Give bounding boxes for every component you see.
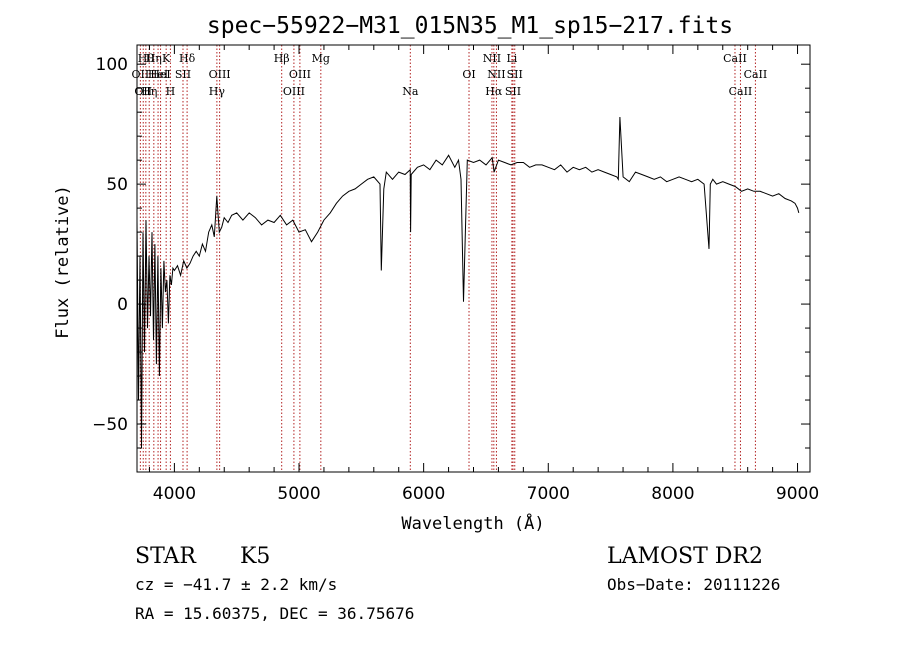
- spectral-line-markers: [139, 45, 756, 472]
- spectral-line-labels: OIIOIIHθHηHηHeIHeIKHSIIHδHγOIIIHβOIIIOII…: [132, 52, 768, 98]
- line-marker-label: Hβ: [274, 52, 290, 65]
- chart-title: spec−55922−M31_015N35_M1_sp15−217.fits: [207, 13, 733, 39]
- line-marker-label: Hη: [141, 85, 157, 98]
- object-subclass: K5: [240, 544, 270, 569]
- line-marker-label: HeI: [150, 68, 170, 81]
- line-marker-label: CaII: [729, 85, 753, 98]
- line-marker-label: Hη: [146, 52, 162, 65]
- line-marker-label: SII: [505, 85, 521, 98]
- line-marker-label: NII: [483, 52, 501, 65]
- line-marker-label: Li: [506, 52, 517, 65]
- line-marker-label: K: [162, 52, 171, 65]
- x-tick-label: 9000: [776, 484, 819, 504]
- y-tick-label: 100: [96, 55, 128, 75]
- x-axis: 4000 5000 6000 7000 8000 9000: [148, 45, 819, 504]
- x-axis-label: Wavelength (Å): [401, 512, 544, 534]
- line-marker-label: SII: [507, 68, 523, 81]
- x-tick-label: 7000: [527, 484, 570, 504]
- line-marker-label: Hγ: [209, 85, 226, 98]
- survey-name: LAMOST DR2: [607, 544, 763, 569]
- line-marker-label: SII: [175, 68, 191, 81]
- line-marker-label: Hα: [485, 85, 503, 98]
- spectrum-series: [136, 116, 800, 449]
- line-marker-label: NII: [487, 68, 505, 81]
- line-marker-label: Na: [402, 85, 419, 98]
- y-axis-label: Flux (relative): [53, 185, 73, 339]
- line-marker-label: Mg: [312, 52, 330, 65]
- x-tick-label: 6000: [402, 484, 445, 504]
- y-axis: −50 0 50 100: [92, 55, 810, 449]
- y-tick-label: −50: [92, 415, 128, 435]
- radec-text: RA = 15.60375, DEC = 36.75676: [135, 604, 414, 623]
- obs-date: Obs−Date: 20111226: [607, 575, 780, 594]
- y-tick-label: 0: [117, 295, 128, 315]
- x-tick-label: 8000: [651, 484, 694, 504]
- line-marker-label: OII: [132, 68, 150, 81]
- line-marker-label: OIII: [289, 68, 311, 81]
- line-marker-label: H: [166, 85, 176, 98]
- y-tick-label: 50: [106, 175, 128, 195]
- line-marker-label: Hθ: [138, 52, 155, 65]
- line-marker-label: CaII: [744, 68, 768, 81]
- x-tick-label: 4000: [153, 484, 196, 504]
- redshift-text: cz = −41.7 ± 2.2 km/s: [135, 575, 337, 594]
- x-tick-label: 5000: [277, 484, 320, 504]
- plot-frame: [136, 44, 811, 473]
- line-marker-label: Hδ: [179, 52, 196, 65]
- line-marker-label: HeI: [148, 68, 168, 81]
- object-class: STAR: [135, 544, 197, 569]
- line-marker-label: OIII: [209, 68, 231, 81]
- line-marker-label: OI: [462, 68, 475, 81]
- line-marker-label: OIII: [283, 85, 305, 98]
- line-marker-label: CaII: [723, 52, 747, 65]
